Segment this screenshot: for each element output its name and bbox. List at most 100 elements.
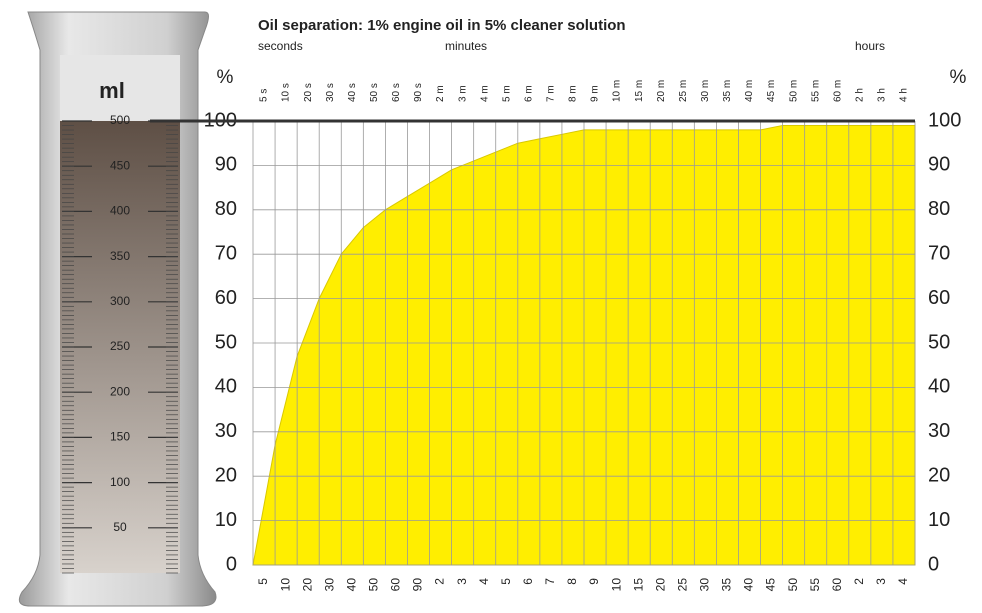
x-tick-label: 15: [631, 578, 645, 592]
x-tick-label: 3: [874, 578, 888, 585]
cylinder-scale-label: 50: [113, 520, 127, 534]
cylinder-scale-label: 100: [110, 475, 130, 489]
x-tick-label-top: 50 m: [788, 80, 799, 102]
x-group-label: minutes: [445, 39, 487, 53]
y-tick-label: 80: [215, 198, 237, 220]
x-tick-label-top: 5 m: [501, 85, 512, 102]
chart-title: Oil separation: 1% engine oil in 5% clea…: [258, 17, 626, 34]
x-tick-label-top: 40 m: [744, 80, 755, 102]
x-tick-label: 6: [521, 578, 535, 585]
cylinder-scale-label: 250: [110, 339, 130, 353]
x-tick-label: 30: [698, 578, 712, 592]
x-tick-label: 40: [344, 578, 358, 592]
x-tick-label-top: 3 m: [457, 85, 468, 102]
y2-tick-label: 100: [928, 109, 961, 131]
x-tick-label: 30: [322, 578, 336, 592]
chart: ml Oil separation: 1% engine oil in 5% c…: [0, 0, 982, 613]
x-tick-label-top: 30 s: [325, 83, 336, 102]
x-tick-label: 9: [587, 578, 601, 585]
y-tick-label: 10: [215, 509, 237, 531]
x-tick-label: 55: [808, 578, 822, 592]
x-tick-label: 8: [565, 578, 579, 585]
x-tick-label-top: 7 m: [546, 85, 557, 102]
x-tick-label-top: 40 s: [347, 83, 358, 102]
x-tick-label-top: 50 s: [369, 83, 380, 102]
x-tick-label: 40: [742, 578, 756, 592]
y2-tick-label: 60: [928, 287, 950, 309]
x-tick-label-top: 10 s: [281, 83, 292, 102]
x-tick-label: 45: [764, 578, 778, 592]
y-tick-label: 70: [215, 242, 237, 264]
y2-tick-label: 70: [928, 242, 950, 264]
x-tick-label: 50: [786, 578, 800, 592]
x-tick-label: 4: [896, 578, 910, 585]
y-tick-label: 40: [215, 376, 237, 398]
y2-tick-label: 30: [928, 420, 950, 442]
x-group-label: hours: [855, 39, 885, 53]
cylinder-scale-label: 350: [110, 249, 130, 263]
cylinder-scale-label: 400: [110, 204, 130, 218]
x-tick-label: 90: [411, 578, 425, 592]
cylinder-scale-label: 200: [110, 384, 130, 398]
x-tick-label-top: 55 m: [810, 80, 821, 102]
cylinder-scale-label: 500: [110, 113, 130, 127]
x-tick-label: 50: [367, 578, 381, 592]
x-tick-label: 60: [830, 578, 844, 592]
x-tick-label-top: 90 s: [413, 83, 424, 102]
y-tick-label: 0: [226, 553, 237, 575]
x-tick-label-top: 5 s: [259, 89, 270, 102]
x-tick-label-top: 60 s: [391, 83, 402, 102]
x-tick-label: 5: [256, 578, 270, 585]
x-tick-label-top: 60 m: [832, 80, 843, 102]
x-tick-label: 10: [278, 578, 292, 592]
x-tick-label-top: 35 m: [722, 80, 733, 102]
y2-tick-label: 50: [928, 331, 950, 353]
y2-tick-label: 10: [928, 509, 950, 531]
x-tick-label-top: 2 m: [435, 85, 446, 102]
cylinder-scale-label: 450: [110, 158, 130, 172]
x-tick-label-top: 20 m: [656, 80, 667, 102]
x-tick-label: 35: [720, 578, 734, 592]
x-tick-label-top: 10 m: [612, 80, 623, 102]
x-tick-label-top: 3 h: [877, 88, 888, 102]
x-tick-label-top: 8 m: [568, 85, 579, 102]
x-tick-label-top: 4 m: [479, 85, 490, 102]
y-tick-label: 90: [215, 154, 237, 176]
y2-tick-label: 0: [928, 553, 939, 575]
x-group-label: seconds: [258, 39, 303, 53]
y2-tick-label: 80: [928, 198, 950, 220]
x-tick-label-top: 30 m: [700, 80, 711, 102]
x-tick-label-top: 6 m: [523, 85, 534, 102]
y-tick-label: 60: [215, 287, 237, 309]
y-tick-label: 50: [215, 331, 237, 353]
x-tick-label-top: 25 m: [678, 80, 689, 102]
x-tick-label: 7: [543, 578, 557, 585]
x-tick-label-top: 2 h: [854, 88, 865, 102]
cylinder-unit: ml: [99, 78, 125, 103]
cylinder-scale-label: 300: [110, 294, 130, 308]
x-tick-label: 25: [675, 578, 689, 592]
x-tick-label: 5: [499, 578, 513, 585]
x-tick-label-top: 45 m: [766, 80, 777, 102]
y-tick-label: 30: [215, 420, 237, 442]
x-tick-label-top: 9 m: [590, 85, 601, 102]
y2-axis-label: %: [950, 67, 967, 88]
x-tick-label-top: 15 m: [634, 80, 645, 102]
x-tick-label: 2: [433, 578, 447, 585]
x-tick-label: 2: [852, 578, 866, 585]
y2-tick-label: 40: [928, 376, 950, 398]
y2-tick-label: 90: [928, 154, 950, 176]
x-tick-label: 10: [609, 578, 623, 592]
x-tick-label-top: 20 s: [303, 83, 314, 102]
x-tick-label-top: 4 h: [899, 88, 910, 102]
y-axis-label: %: [217, 67, 234, 88]
page: ml Oil separation: 1% engine oil in 5% c…: [0, 0, 982, 613]
x-tick-label: 20: [653, 578, 667, 592]
x-tick-label: 20: [300, 578, 314, 592]
y2-tick-label: 20: [928, 464, 950, 486]
cylinder-scale-label: 150: [110, 430, 130, 444]
y-tick-label: 20: [215, 464, 237, 486]
x-tick-label: 4: [477, 578, 491, 585]
x-tick-label: 60: [389, 578, 403, 592]
x-tick-label: 3: [455, 578, 469, 585]
